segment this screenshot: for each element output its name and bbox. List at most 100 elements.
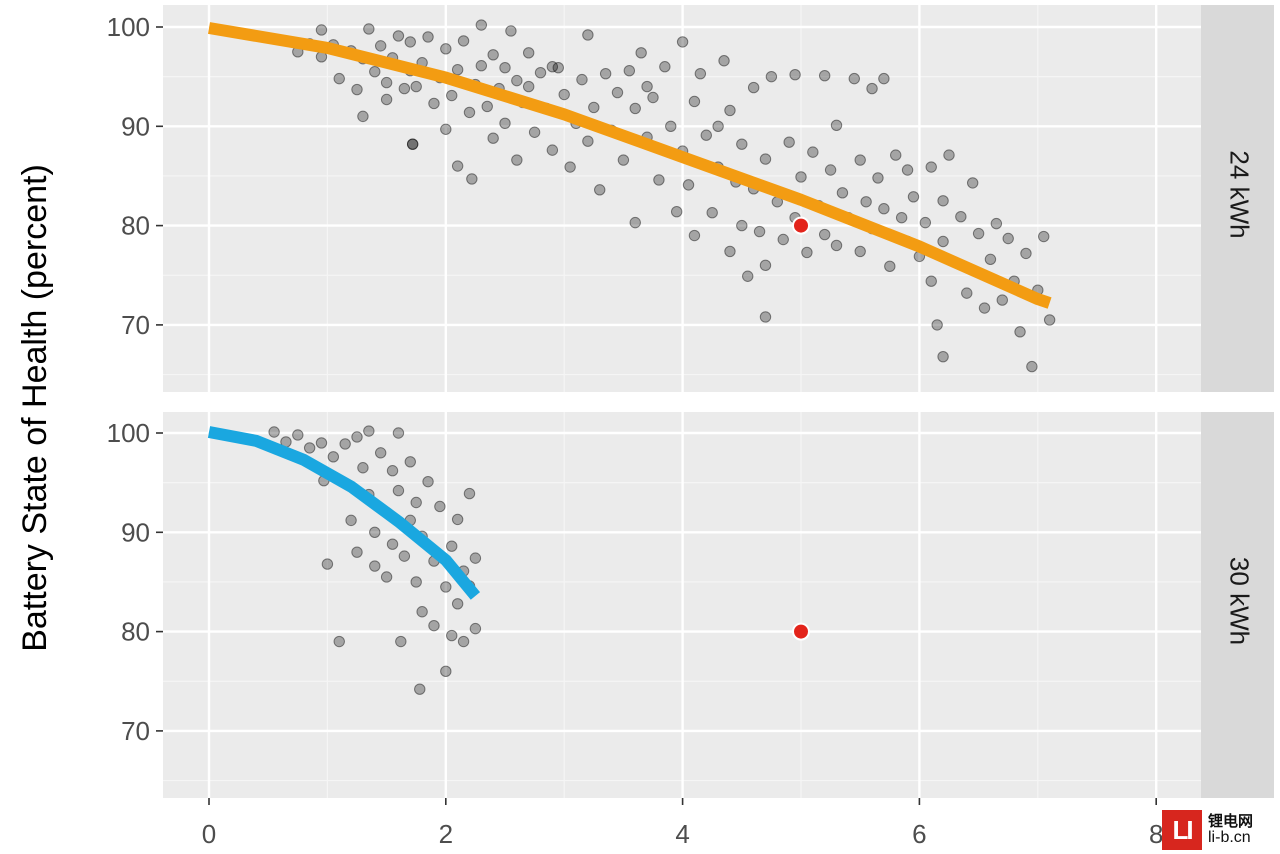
data-point bbox=[558, 88, 570, 101]
data-point bbox=[659, 61, 671, 73]
data-point bbox=[440, 123, 452, 135]
data-point bbox=[469, 552, 482, 564]
data-point bbox=[333, 635, 345, 648]
data-point bbox=[759, 311, 772, 323]
data-point bbox=[937, 235, 949, 248]
data-point bbox=[961, 287, 973, 299]
data-point bbox=[943, 149, 955, 161]
data-point bbox=[795, 171, 807, 183]
data-point bbox=[315, 437, 328, 449]
data-point bbox=[937, 350, 949, 363]
data-point bbox=[357, 110, 369, 123]
data-point bbox=[406, 138, 419, 150]
data-point bbox=[363, 425, 375, 437]
data-point bbox=[487, 49, 499, 61]
data-point bbox=[457, 635, 470, 648]
logo-mark-icon: LI bbox=[1162, 810, 1202, 850]
data-point bbox=[292, 429, 304, 441]
data-point bbox=[369, 560, 381, 572]
data-point bbox=[463, 106, 476, 119]
data-point bbox=[392, 427, 405, 439]
data-point bbox=[848, 72, 860, 85]
data-point bbox=[824, 164, 837, 176]
data-point bbox=[759, 259, 772, 272]
data-point bbox=[446, 540, 458, 552]
data-point bbox=[475, 60, 488, 72]
y-tick-label: 70 bbox=[121, 716, 150, 746]
data-point bbox=[1002, 232, 1014, 245]
data-point bbox=[327, 451, 340, 463]
data-point bbox=[884, 260, 896, 273]
data-point bbox=[451, 63, 464, 76]
data-point bbox=[440, 43, 452, 55]
data-point bbox=[410, 80, 422, 93]
data-point bbox=[499, 117, 511, 130]
data-point bbox=[380, 93, 393, 106]
data-point bbox=[357, 462, 369, 474]
data-point bbox=[990, 217, 1003, 230]
panels-layer: 70 80 90 100 24 kWh 70 80 90 100 30 kWh bbox=[107, 5, 1274, 798]
data-point bbox=[410, 496, 422, 509]
data-point bbox=[564, 161, 576, 173]
data-point bbox=[599, 67, 612, 80]
data-point bbox=[765, 70, 778, 83]
data-point bbox=[818, 69, 831, 82]
data-point bbox=[345, 514, 357, 527]
fit-line bbox=[207, 426, 481, 600]
data-point bbox=[866, 82, 878, 95]
data-point bbox=[1026, 360, 1038, 373]
data-point bbox=[386, 538, 399, 550]
data-point bbox=[901, 164, 914, 176]
y-tick-label: 100 bbox=[107, 12, 150, 42]
data-point bbox=[830, 239, 843, 252]
data-point bbox=[434, 500, 446, 513]
data-point bbox=[422, 31, 434, 43]
panel-2: 70 80 90 100 30 kWh bbox=[107, 412, 1274, 798]
data-point bbox=[937, 195, 949, 207]
data-point bbox=[386, 465, 399, 477]
data-point bbox=[440, 665, 452, 678]
data-point bbox=[611, 86, 624, 99]
data-point bbox=[481, 100, 493, 113]
data-point bbox=[641, 80, 653, 93]
data-point bbox=[623, 64, 636, 77]
data-point bbox=[546, 144, 559, 156]
x-tick-label: 2 bbox=[439, 819, 453, 849]
data-point bbox=[919, 216, 932, 229]
data-point bbox=[392, 30, 405, 42]
data-point bbox=[854, 245, 866, 258]
data-point bbox=[670, 205, 683, 218]
x-axis: 0 2 4 6 8 bbox=[202, 798, 1163, 849]
facet-strip bbox=[1201, 5, 1274, 392]
data-point bbox=[380, 571, 393, 583]
data-point bbox=[451, 598, 464, 610]
data-point bbox=[996, 294, 1008, 306]
data-point bbox=[582, 135, 594, 147]
data-point bbox=[321, 558, 334, 570]
data-point bbox=[351, 546, 363, 558]
data-point bbox=[487, 132, 499, 144]
logo-url-text: li-b.cn bbox=[1208, 829, 1251, 847]
y-axis-title: Battery State of Health (percent) bbox=[16, 164, 54, 652]
data-point bbox=[682, 179, 695, 191]
data-point bbox=[694, 67, 707, 80]
data-point bbox=[972, 227, 985, 240]
data-point bbox=[854, 154, 866, 166]
data-point bbox=[469, 622, 482, 635]
y-tick-label: 90 bbox=[121, 111, 150, 141]
logo-text: 锂电网 li-b.cn bbox=[1208, 813, 1253, 847]
logo-chinese-text: 锂电网 bbox=[1208, 811, 1254, 830]
data-point bbox=[395, 635, 407, 648]
data-point bbox=[789, 68, 801, 81]
data-point bbox=[818, 228, 831, 241]
data-point bbox=[712, 120, 724, 133]
data-point bbox=[700, 129, 712, 141]
data-point bbox=[629, 216, 641, 229]
data-point bbox=[801, 246, 813, 259]
data-point bbox=[777, 233, 789, 246]
facet-strip-label: 30 kWh bbox=[1225, 557, 1255, 645]
data-point bbox=[315, 24, 328, 36]
data-point bbox=[422, 475, 434, 488]
data-point bbox=[410, 576, 422, 588]
